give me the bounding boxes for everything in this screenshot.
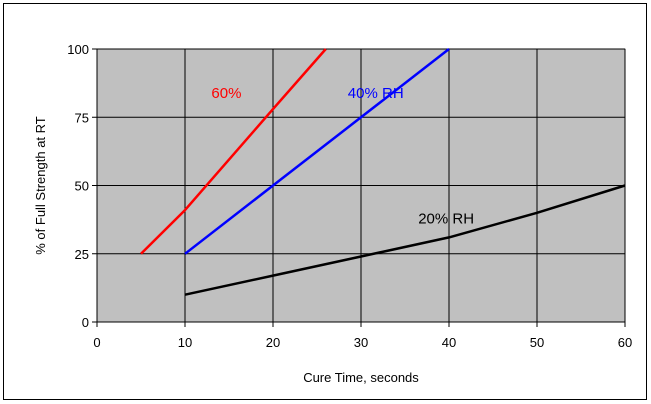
series-line-1 (184, 48, 450, 255)
series-label-2: 20% RH (418, 211, 474, 228)
series-line-2 (184, 184, 626, 296)
x-axis-title: Cure Time, seconds (303, 370, 419, 385)
x-tick-label: 50 (530, 335, 544, 350)
series-line-0 (140, 48, 327, 255)
series-labels: 60% 40% RH 20% RH (211, 85, 474, 228)
x-tick-label: 60 (618, 335, 632, 350)
y-tick-label: 25 (75, 247, 89, 262)
y-tick-label: 100 (67, 42, 89, 57)
x-tick-label: 40 (442, 335, 456, 350)
x-tick-label: 20 (266, 335, 280, 350)
series-label-0: 60% (211, 85, 241, 102)
axes (92, 48, 626, 327)
series-lines (140, 48, 626, 296)
y-tick-label: 75 (75, 110, 89, 125)
series-label-1: 40% RH (348, 85, 404, 102)
y-tick-labels: 0 25 50 75 100 (67, 42, 89, 330)
x-tick-label: 30 (354, 335, 368, 350)
x-tick-label: 10 (178, 335, 192, 350)
y-axis-title: % of Full Strength at RT (33, 116, 48, 255)
y-tick-label: 50 (75, 179, 89, 194)
x-tick-labels: 0 10 20 30 40 50 60 (93, 335, 632, 350)
x-tick-label: 0 (93, 335, 100, 350)
y-tick-label: 0 (82, 315, 89, 330)
